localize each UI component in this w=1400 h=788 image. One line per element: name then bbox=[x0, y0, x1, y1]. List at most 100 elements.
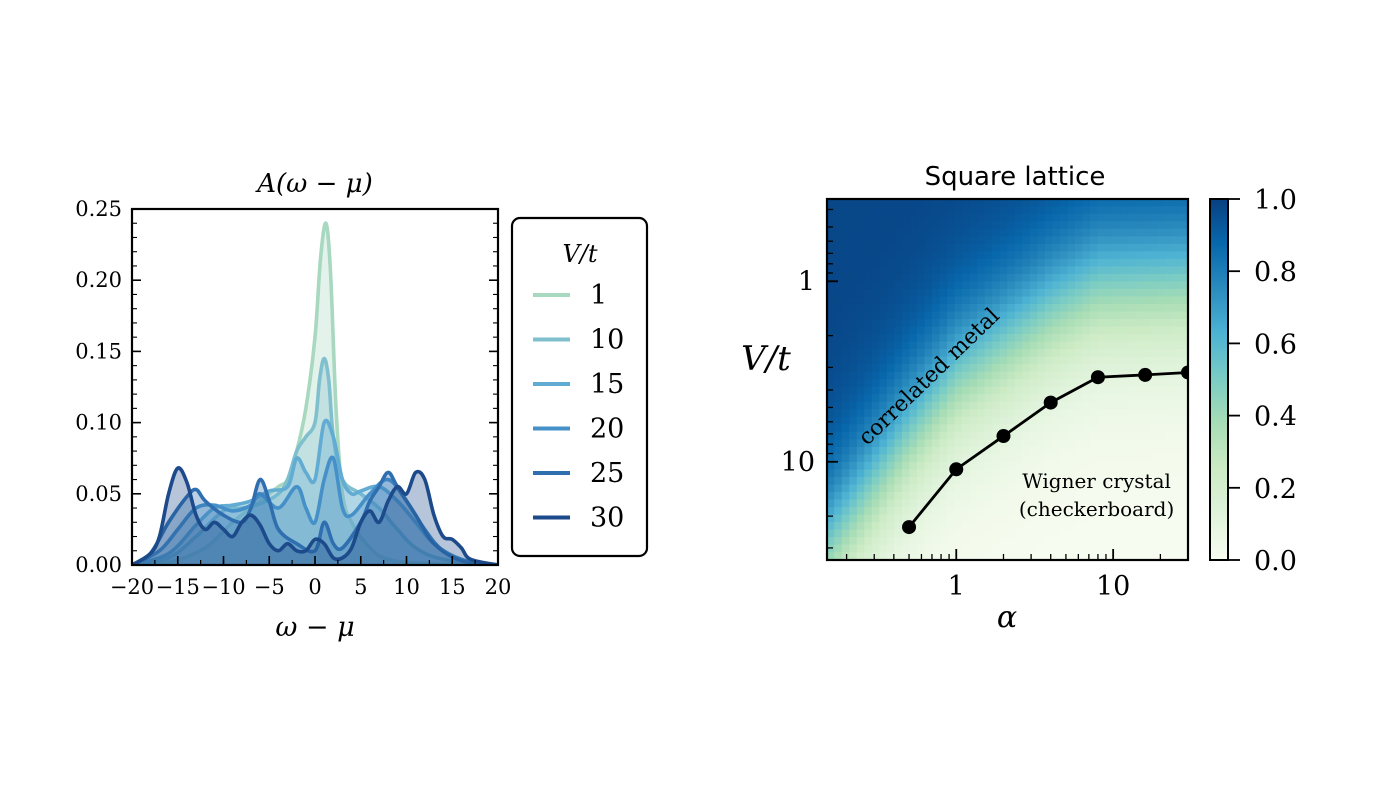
heatmap-cell bbox=[1014, 439, 1023, 448]
heatmap-cell bbox=[1007, 379, 1016, 388]
heatmap-cell bbox=[1157, 371, 1166, 380]
heatmap-cell bbox=[1135, 199, 1144, 207]
heatmap-cell bbox=[1044, 303, 1053, 313]
heatmap-cell bbox=[1044, 206, 1053, 215]
heatmap-cell bbox=[1029, 476, 1038, 486]
heatmap-cell bbox=[879, 303, 888, 313]
heatmap-cell bbox=[999, 537, 1008, 546]
heatmap-cell bbox=[992, 484, 1001, 493]
left-x-tick-label: 5 bbox=[354, 575, 367, 599]
heatmap-cell bbox=[901, 454, 911, 463]
heatmap-cell bbox=[1052, 319, 1061, 328]
heatmap-cell bbox=[992, 273, 1001, 283]
heatmap-cell bbox=[1150, 401, 1159, 410]
heatmap-cell bbox=[1120, 454, 1129, 463]
heatmap-cell bbox=[1142, 296, 1151, 305]
heatmap-cell bbox=[1104, 394, 1114, 403]
heatmap-cell bbox=[1157, 454, 1166, 463]
heatmap-cell bbox=[1037, 349, 1046, 358]
heatmap-cell bbox=[1052, 431, 1061, 440]
heatmap-cell bbox=[977, 431, 986, 440]
heatmap-cell bbox=[916, 492, 926, 501]
heatmap-cell bbox=[834, 454, 843, 463]
heatmap-cell bbox=[962, 206, 971, 215]
heatmap-cell bbox=[1082, 529, 1091, 538]
heatmap-cell bbox=[1007, 476, 1016, 486]
heatmap-cell bbox=[901, 273, 911, 283]
colorbar-tick-label: 0.4 bbox=[1254, 402, 1297, 433]
heatmap-cell bbox=[856, 326, 865, 335]
heatmap-cell bbox=[901, 213, 911, 222]
heatmap-cell bbox=[886, 371, 895, 380]
heatmap-cell bbox=[1052, 454, 1061, 463]
heatmap-cell bbox=[879, 221, 888, 230]
heatmap-cell bbox=[834, 394, 843, 403]
heatmap-cell bbox=[977, 349, 986, 358]
heatmap-cell bbox=[1172, 476, 1181, 486]
heatmap-cell bbox=[931, 544, 941, 553]
heatmap-cell bbox=[1067, 251, 1076, 260]
heatmap-cell bbox=[924, 371, 933, 380]
heatmap-cell bbox=[1112, 228, 1121, 237]
heatmap-cell bbox=[1104, 281, 1114, 290]
heatmap-cell bbox=[1082, 507, 1091, 516]
heatmap-cell bbox=[1074, 522, 1084, 531]
heatmap-cell bbox=[1150, 431, 1159, 440]
heatmap-cell bbox=[886, 454, 895, 463]
heatmap-cell bbox=[1112, 446, 1121, 456]
heatmap-cell bbox=[1135, 228, 1144, 237]
heatmap-cell bbox=[1112, 416, 1121, 425]
heatmap-cell bbox=[1127, 303, 1136, 313]
heatmap-cell bbox=[1097, 529, 1106, 538]
heatmap-cell bbox=[1142, 349, 1151, 358]
heatmap-cell bbox=[1014, 206, 1023, 215]
heatmap-cell bbox=[977, 499, 986, 508]
heatmap-cell bbox=[947, 454, 956, 463]
heatmap-cell bbox=[1067, 199, 1076, 207]
heatmap-cell bbox=[1067, 394, 1076, 403]
heatmap-cell bbox=[1037, 213, 1046, 222]
heatmap-cell bbox=[1074, 364, 1084, 373]
heatmap-cell bbox=[1089, 296, 1099, 305]
heatmap-cell bbox=[931, 431, 941, 440]
heatmap-cell bbox=[1104, 288, 1114, 298]
heatmap-cell bbox=[1120, 296, 1129, 305]
heatmap-cell bbox=[1172, 206, 1181, 215]
heatmap-cell bbox=[1127, 288, 1136, 298]
heatmap-cell bbox=[849, 296, 858, 305]
heatmap-cell bbox=[1127, 311, 1136, 320]
heatmap-cell bbox=[1089, 334, 1099, 343]
heatmap-cell bbox=[886, 401, 895, 410]
heatmap-cell bbox=[954, 266, 963, 275]
heatmap-cell bbox=[909, 469, 918, 478]
heatmap-cell bbox=[1082, 499, 1091, 508]
heatmap-cell bbox=[1165, 206, 1174, 215]
heatmap-cell bbox=[1007, 537, 1016, 546]
heatmap-cell bbox=[977, 228, 986, 237]
heatmap-cell bbox=[1127, 499, 1136, 508]
heatmap-cell bbox=[886, 236, 895, 245]
heatmap-cell bbox=[1067, 537, 1076, 546]
heatmap-cell bbox=[901, 371, 911, 380]
heatmap-cell bbox=[834, 349, 843, 358]
heatmap-cell bbox=[894, 492, 903, 501]
heatmap-cell bbox=[1180, 379, 1188, 388]
heatmap-cell bbox=[879, 243, 888, 252]
heatmap-cell bbox=[984, 213, 993, 222]
heatmap-cell bbox=[849, 461, 858, 471]
heatmap-cell bbox=[1120, 537, 1129, 546]
heatmap-cell bbox=[999, 199, 1008, 207]
heatmap-cell bbox=[886, 319, 895, 328]
heatmap-cell bbox=[1135, 364, 1144, 373]
heatmap-cell bbox=[1165, 258, 1174, 267]
heatmap-cell bbox=[1067, 296, 1076, 305]
heatmap-cell bbox=[841, 454, 850, 463]
heatmap-cell bbox=[864, 379, 873, 388]
heatmap-cell bbox=[1074, 311, 1084, 320]
heatmap-cell bbox=[1135, 349, 1144, 358]
heatmap-cell bbox=[1044, 371, 1053, 380]
heatmap-cell bbox=[1157, 288, 1166, 298]
heatmap-cell bbox=[871, 461, 880, 471]
heatmap-cell bbox=[1157, 199, 1166, 207]
heatmap-cell bbox=[1120, 213, 1129, 222]
